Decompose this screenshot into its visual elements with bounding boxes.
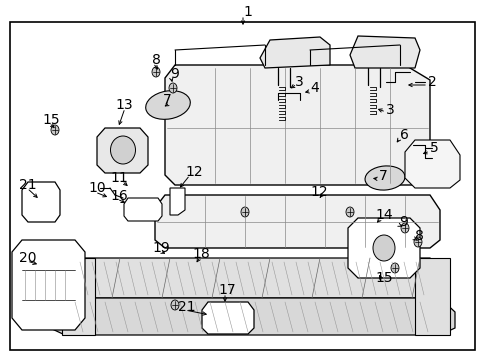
Text: 21: 21 [19,178,37,192]
Ellipse shape [365,166,404,190]
Polygon shape [62,258,444,298]
Text: 8: 8 [152,53,161,67]
Ellipse shape [241,207,248,217]
Ellipse shape [110,136,135,164]
Ellipse shape [400,223,408,233]
Text: 4: 4 [309,81,318,95]
Ellipse shape [145,91,190,119]
Polygon shape [404,140,459,188]
Polygon shape [414,258,449,335]
Polygon shape [347,218,419,278]
Polygon shape [50,298,454,335]
Polygon shape [124,198,162,221]
Ellipse shape [413,237,421,247]
Text: 14: 14 [374,208,392,222]
Text: 11: 11 [110,171,127,185]
Text: 16: 16 [110,189,127,203]
Polygon shape [349,36,419,68]
Text: 8: 8 [414,229,423,243]
Ellipse shape [390,263,398,273]
Polygon shape [62,258,95,335]
Polygon shape [170,188,184,215]
Text: 2: 2 [427,75,436,89]
Ellipse shape [346,207,353,217]
Polygon shape [22,182,60,222]
Text: 9: 9 [398,215,407,229]
Polygon shape [260,37,329,68]
Text: 1: 1 [243,5,251,19]
Text: 10: 10 [88,181,105,195]
Text: 7: 7 [163,93,171,107]
Ellipse shape [51,125,59,135]
Polygon shape [164,65,429,185]
Ellipse shape [152,67,160,77]
Text: 5: 5 [429,141,438,155]
Text: 19: 19 [152,241,169,255]
Text: 7: 7 [378,169,387,183]
Polygon shape [97,128,148,173]
Text: 18: 18 [192,247,209,261]
Ellipse shape [171,300,179,310]
Text: 12: 12 [309,185,327,199]
Text: 9: 9 [170,67,179,81]
Text: 12: 12 [184,165,202,179]
Ellipse shape [169,83,177,93]
Polygon shape [202,302,253,334]
Ellipse shape [372,235,394,261]
Text: 6: 6 [399,128,408,142]
Text: 3: 3 [294,75,303,89]
Text: 21: 21 [178,300,195,314]
Polygon shape [155,195,439,248]
Text: 15: 15 [42,113,60,127]
Polygon shape [12,240,85,330]
Text: 17: 17 [218,283,235,297]
Text: 13: 13 [115,98,132,112]
Text: 3: 3 [385,103,394,117]
Text: 20: 20 [19,251,37,265]
Text: 15: 15 [374,271,392,285]
